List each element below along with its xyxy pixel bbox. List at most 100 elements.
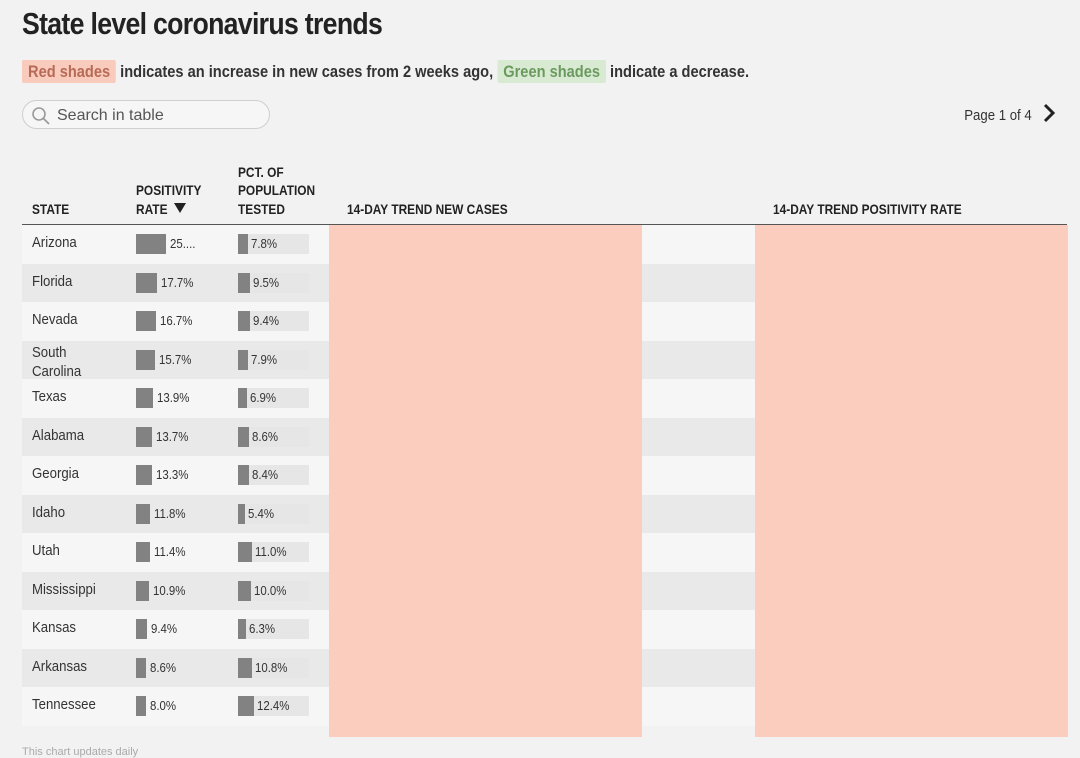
positivity-bar-fill [136,657,147,678]
positivity-bar-fill [136,542,150,562]
state-name: South Carolina [32,343,82,380]
search-box[interactable] [22,100,270,129]
positivity-trend-band [755,225,1068,737]
tested-bar-fill [238,580,251,601]
positivity-bar-fill [136,349,155,370]
sort-down-icon[interactable] [173,201,187,219]
search-input[interactable] [55,104,264,127]
positivity-value: 11.8% [154,505,186,521]
tested-value: 11.0% [255,544,287,559]
tested-value: 7.9% [251,351,278,367]
positivity-bar-fill [136,272,158,293]
chevron-right-icon[interactable] [1042,102,1056,129]
tested-value: 10.0% [253,582,287,598]
tested-value: 7.8% [251,236,278,251]
tested-bar-track [238,272,309,293]
positivity-value: 9.4% [151,621,178,636]
green-shades-text: indicate a decrease. [605,62,750,81]
tested-bar-track [238,696,309,716]
red-shades-chip: Red shades [22,60,117,83]
positivity-bar: 15.7% [136,349,208,370]
green-shades-chip: Green shades [497,60,606,83]
tested-value: 8.6% [252,428,279,444]
positivity-bar-fill [136,234,166,254]
tested-bar-fill [238,696,254,716]
tested-bar-track [238,311,309,331]
red-shades-text: indicates an increase in new cases from … [116,62,498,81]
tested-bar-fill [238,465,249,485]
header-pct-line1[interactable]: PCT. OF [238,164,284,180]
tested-bar-fill [238,311,251,331]
header-positivity-line2[interactable]: RATE [136,201,168,217]
positivity-bar: 13.3% [136,465,208,485]
header-state[interactable]: STATE [32,201,70,217]
tested-bar: 12.4% [238,696,309,716]
tested-bar-track [238,580,309,601]
header-pct-line3[interactable]: TESTED [238,201,285,217]
state-name: Arkansas [32,657,88,675]
header-divider [22,224,1067,225]
positivity-value: 13.3% [155,467,189,482]
tested-bar-track [238,234,309,254]
state-name: Texas [32,388,67,405]
footer-note: This chart updates daily [22,746,139,758]
positivity-bar: 11.4% [136,542,208,562]
tested-bar: 9.4% [238,311,309,331]
page-indicator: Page 1 of 4 [964,107,1032,124]
positivity-bar: 8.6% [136,657,208,678]
tested-bar: 8.4% [238,465,309,485]
tested-bar-track [238,503,309,524]
positivity-bar: 9.4% [136,619,208,639]
tested-bar-track [238,619,309,639]
state-name: Mississippi [32,580,96,598]
tested-bar-track [238,426,309,447]
tested-bar-track [238,657,309,678]
positivity-bar: 16.7% [136,311,208,331]
tested-value: 6.9% [249,390,276,405]
positivity-bar: 25.... [136,234,208,254]
positivity-bar: 17.7% [136,272,208,293]
positivity-value: 15.7% [158,351,192,367]
pagination: Page 1 of 4 [955,102,1056,129]
tested-value: 12.4% [257,698,290,713]
tested-bar-fill [238,503,245,524]
header-trend-cases: 14-DAY TREND NEW CASES [347,201,508,217]
tested-bar-fill [238,657,252,678]
positivity-bar-fill [136,696,146,716]
tested-bar: 5.4% [238,503,309,524]
positivity-value: 13.7% [156,428,189,444]
search-icon [31,106,51,131]
tested-bar: 6.3% [238,619,309,639]
state-name: Idaho [32,503,66,521]
state-name: Kansas [32,619,77,636]
header-positivity-line1[interactable]: POSITIVITY [136,182,202,198]
tested-value: 9.4% [253,313,280,328]
tested-bar-fill [238,234,249,254]
tested-bar-fill [238,426,250,447]
positivity-value: 13.9% [156,390,189,405]
positivity-value: 8.0% [149,698,176,713]
positivity-bar-fill [136,311,156,331]
positivity-value: 25.... [170,236,196,251]
header-trend-positivity: 14-DAY TREND POSITIVITY RATE [773,201,962,217]
tested-bar-track [238,388,309,408]
positivity-bar-fill [136,465,152,485]
positivity-bar-fill [136,503,151,524]
state-name: Nevada [32,311,78,328]
tested-bar-track [238,465,309,485]
state-name: Arizona [32,234,77,251]
tested-value: 10.8% [254,659,288,675]
tested-bar-fill [238,272,251,293]
positivity-value: 17.7% [161,274,194,290]
positivity-bar: 11.8% [136,503,208,524]
state-name: Tennessee [32,696,96,713]
tested-bar-fill [238,388,247,408]
positivity-bar: 13.9% [136,388,208,408]
state-name: Florida [32,272,73,290]
positivity-bar-fill [136,388,153,408]
header-pct-line2[interactable]: POPULATION [238,182,316,198]
tested-bar: 6.9% [238,388,309,408]
tested-value: 9.5% [253,274,280,290]
tested-bar: 8.6% [238,426,309,447]
tested-bar: 7.8% [238,234,309,254]
